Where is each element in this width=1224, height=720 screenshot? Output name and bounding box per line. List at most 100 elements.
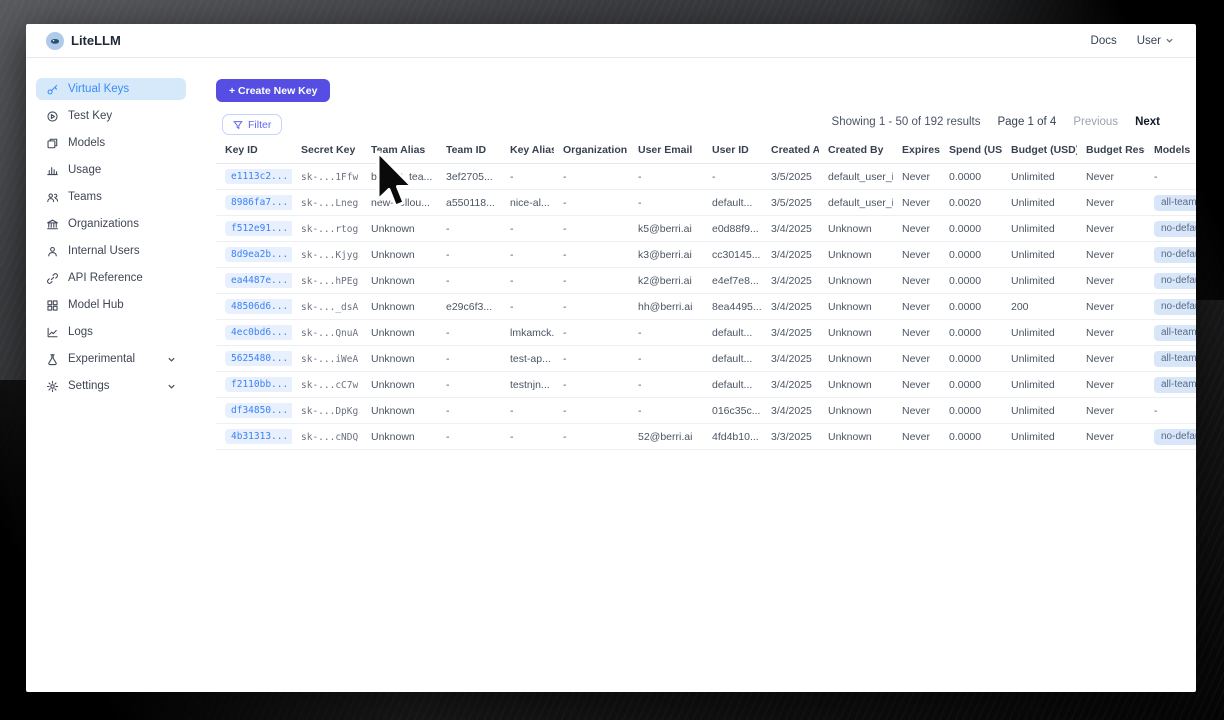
cell-models: no-default xyxy=(1145,215,1196,242)
table-row[interactable]: f512e91... sk-...rtog Unknown - - - k5@berri.a… xyxy=(216,215,1196,242)
column-header-team_alias: Team Alias xyxy=(362,142,437,164)
key-id-pill[interactable]: df34850... xyxy=(225,403,292,418)
sidebar-item-label: Experimental xyxy=(68,353,136,365)
cell-secret_key: sk-...iWeA xyxy=(292,345,362,372)
model-badge: no-default xyxy=(1154,298,1196,315)
key-id-pill[interactable]: 48506d6... xyxy=(225,299,292,314)
sidebar-item-test-key[interactable]: Test Key xyxy=(36,105,186,127)
cell-user_email: - xyxy=(629,189,703,216)
previous-page-button[interactable]: Previous xyxy=(1073,116,1119,128)
create-new-key-button[interactable]: + Create New Key xyxy=(216,79,331,102)
cell-models: all-team-m xyxy=(1145,371,1196,398)
key-id-pill[interactable]: f2110bb... xyxy=(225,377,292,392)
bank-icon xyxy=(46,218,59,231)
sidebar-item-model-hub[interactable]: Model Hub xyxy=(36,294,186,316)
cell-spend: 0.0020 xyxy=(940,189,1002,216)
cell-user_email: - xyxy=(629,163,703,190)
table-row[interactable]: ea4487e... sk-...hPEg Unknown - - - k2@berri.a… xyxy=(216,267,1196,294)
cell-spend: 0.0000 xyxy=(940,397,1002,424)
table-row[interactable]: df34850... sk-...DpKg Unknown - - - -016c35c..… xyxy=(216,397,1196,424)
cell-org_id: - xyxy=(554,189,629,216)
sidebar-item-organizations[interactable]: Organizations xyxy=(36,213,186,235)
cell-key_id[interactable]: 8986fa7... xyxy=(216,189,292,216)
cell-created_by: Unknown xyxy=(819,293,893,320)
page-indicator: Page 1 of 4 xyxy=(997,116,1057,128)
cell-key_id[interactable]: f2110bb... xyxy=(216,371,292,398)
table-row[interactable]: 8986fa7... sk-...Lneg new-collou... a550118… xyxy=(216,189,1196,216)
column-header-key_id: Key ID xyxy=(216,142,292,164)
user-menu[interactable]: User xyxy=(1137,35,1174,47)
next-page-button[interactable]: Next xyxy=(1135,116,1160,128)
cell-key_alias: - xyxy=(501,267,554,294)
model-badge: all-team-m xyxy=(1154,324,1196,341)
sidebar-item-label: Virtual Keys xyxy=(68,83,130,95)
table-row[interactable]: 4db0218...sk-...F3QQUnknown---n8@berri.a… xyxy=(216,449,1196,455)
cell-org_id: - xyxy=(554,423,629,450)
key-id-pill[interactable]: ea4487e... xyxy=(225,273,292,288)
cell-key_id[interactable]: 48506d6... xyxy=(216,293,292,320)
cell-team_alias: Unknown xyxy=(362,241,437,268)
cell-budget: 200 xyxy=(1002,293,1077,320)
cell-spend: 0.0000 xyxy=(940,241,1002,268)
cell-user_id: cc30145... xyxy=(703,241,762,268)
secret-key-text: sk-...cNDQ xyxy=(301,431,359,443)
cell-expires: Never xyxy=(893,267,940,294)
cell-key_id[interactable]: df34850... xyxy=(216,397,292,424)
cell-budget_reset: Never xyxy=(1077,241,1145,268)
table-row[interactable]: 4ec0bd6...sk-...QnuAUnknown-lmkamck...--… xyxy=(216,319,1196,346)
cell-team_id: - xyxy=(437,397,501,424)
cell-created_at: 3/4/2025 xyxy=(762,371,819,398)
key-id-pill[interactable]: e1113c2... xyxy=(225,169,292,184)
sidebar-item-settings[interactable]: Settings xyxy=(36,375,186,397)
cell-user_email: k3@berri.ai xyxy=(629,241,703,268)
cell-key_alias: test-ap... xyxy=(501,345,554,372)
sidebar-item-experimental[interactable]: Experimental xyxy=(36,348,186,370)
cell-key_id[interactable]: 4b31313... xyxy=(216,423,292,450)
filter-button[interactable]: Filter xyxy=(222,114,283,135)
cell-org_id: - xyxy=(554,397,629,424)
cell-key_id[interactable]: 5625480... xyxy=(216,345,292,372)
table-row[interactable]: e1113c2... sk-...1Ffw budget_tea... 3ef2705… xyxy=(216,163,1196,190)
table-row[interactable]: 4b31313... sk-...cNDQ Unknown - - -52@berri.a… xyxy=(216,423,1196,450)
cell-key_id[interactable]: ea4487e... xyxy=(216,267,292,294)
cell-budget: Unlimited xyxy=(1002,163,1077,190)
sidebar-item-label: API Reference xyxy=(68,272,143,284)
cell-budget_reset: Never xyxy=(1077,371,1145,398)
keys-table-container[interactable]: Key ID Secret Key Team Alias Team ID Key Ali… xyxy=(216,142,1196,455)
cell-created_by: default_user_id xyxy=(819,189,893,216)
sidebar-item-internal-users[interactable]: Internal Users xyxy=(36,240,186,262)
sidebar-item-teams[interactable]: Teams xyxy=(36,186,186,208)
key-id-pill[interactable]: 8d9ea2b... xyxy=(225,247,292,262)
cell-models: - xyxy=(1145,397,1196,424)
cell-secret_key: sk-...Lneg xyxy=(292,189,362,216)
cell-key_id[interactable]: 8d9ea2b... xyxy=(216,241,292,268)
secret-key-text: sk-...rtog xyxy=(301,223,359,235)
sidebar-item-virtual-keys[interactable]: Virtual Keys xyxy=(36,78,186,100)
table-row[interactable]: 5625480... sk-...iWeA Unknown - test-ap... - -… xyxy=(216,345,1196,372)
key-id-pill[interactable]: 4ec0bd6... xyxy=(225,325,292,340)
docs-link[interactable]: Docs xyxy=(1090,34,1117,47)
cell-key_id[interactable]: 4db0218... xyxy=(216,449,292,455)
secret-key-text: sk-...iWeA xyxy=(301,353,359,365)
sidebar-item-logs[interactable]: Logs xyxy=(36,321,186,343)
sidebar-item-api-reference[interactable]: API Reference xyxy=(36,267,186,289)
sidebar-item-label: Model Hub xyxy=(68,299,124,311)
cell-key_id[interactable]: 4ec0bd6... xyxy=(216,319,292,346)
cell-key_id[interactable]: e1113c2... xyxy=(216,163,292,190)
key-id-pill[interactable]: 4b31313... xyxy=(225,429,292,444)
table-row[interactable]: f2110bb... sk-...cC7w Unknown - testnjn... - -… xyxy=(216,371,1196,398)
cell-key_id[interactable]: f512e91... xyxy=(216,215,292,242)
key-id-pill[interactable]: f512e91... xyxy=(225,221,292,236)
secret-key-text: sk-...QnuA xyxy=(301,327,359,339)
sidebar-item-usage[interactable]: Usage xyxy=(36,159,186,181)
table-row[interactable]: 8d9ea2b... sk-...Kjyg Unknown - - - k3@berri.a… xyxy=(216,241,1196,268)
cell-org_id: - xyxy=(554,241,629,268)
main-content: + Create New Key Filter Showing 1 - 50 o… xyxy=(190,57,1196,692)
cell-created_at: 3/4/2025 xyxy=(762,241,819,268)
sidebar-item-models[interactable]: Models xyxy=(36,132,186,154)
column-header-team_id: Team ID xyxy=(437,142,501,164)
cell-expires: Never xyxy=(893,371,940,398)
key-id-pill[interactable]: 8986fa7... xyxy=(225,195,292,210)
key-id-pill[interactable]: 5625480... xyxy=(225,351,292,366)
table-row[interactable]: 48506d6... sk-..._dsA Unknown e29c6f3... - - h… xyxy=(216,293,1196,320)
